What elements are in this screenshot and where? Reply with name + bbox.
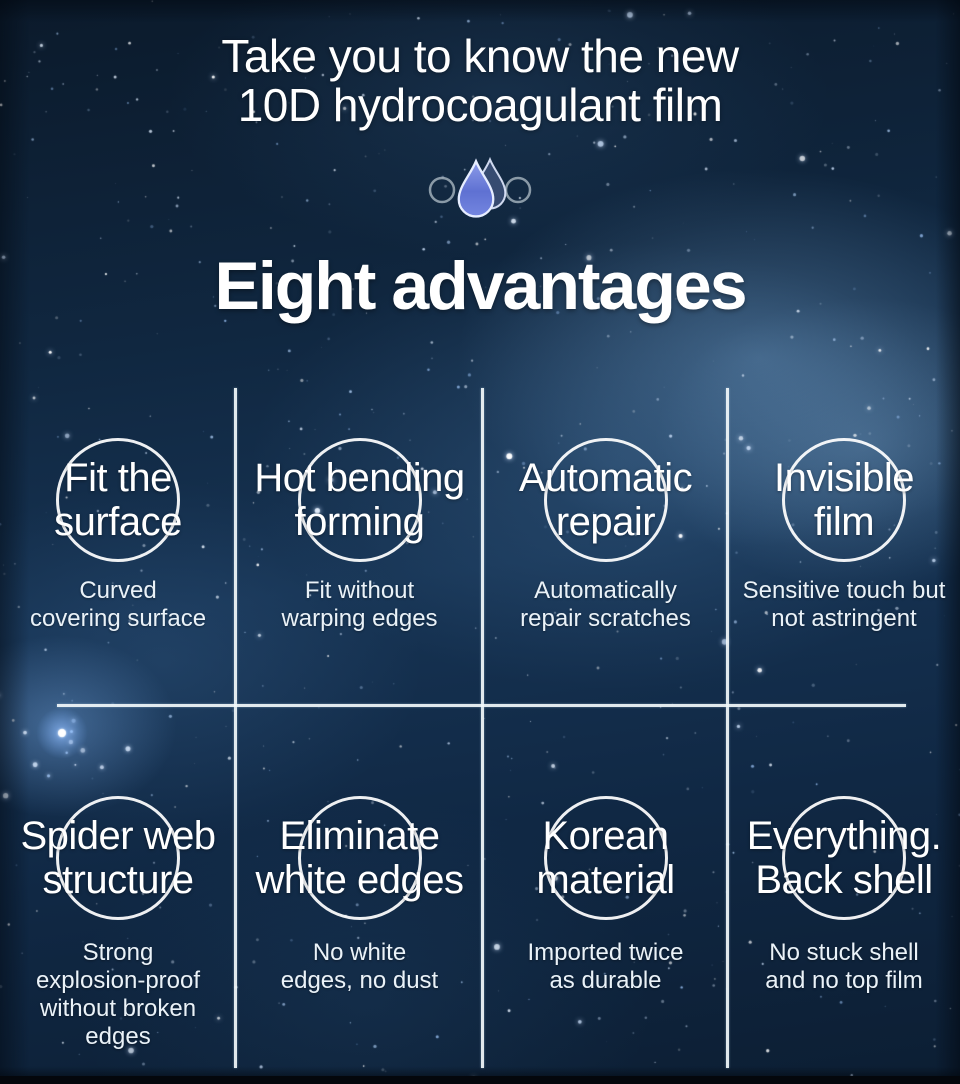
advantage-card-eliminate-white-edges: Eliminate white edges No white edges, no…: [236, 788, 483, 1084]
advantage-description: No stuck shell and no top film: [765, 939, 923, 994]
advantage-title: Invisible film: [773, 456, 915, 544]
section-heading: Eight advantages: [214, 248, 747, 324]
advantage-card-back-shell: Everything. Back shell No stuck shell an…: [728, 788, 960, 1084]
advantage-description: Fit without warping edges: [281, 577, 438, 632]
water-drop-icon: [0, 150, 960, 224]
advantage-card-spider-web: Spider web structure Strong explosion-pr…: [0, 788, 236, 1084]
advantage-description: Curved covering surface: [29, 577, 207, 632]
advantage-description: Sensitive touch but not astringent: [742, 577, 946, 632]
advantage-title: Korean material: [536, 814, 675, 902]
advantage-title: Fit the surface: [54, 456, 182, 544]
advantage-title: Eliminate white edges: [255, 814, 464, 902]
advantage-description: Strong explosion-proof without broken ed…: [35, 939, 201, 1050]
page-title: Take you to know the new 10D hydrocoagul…: [221, 30, 739, 131]
advantage-title: Hot bending forming: [254, 456, 465, 544]
advantage-card-invisible-film: Invisible film Sensitive touch but not a…: [728, 430, 960, 706]
advantage-title: Everything. Back shell: [746, 814, 942, 902]
advantage-description: No white edges, no dust: [280, 939, 439, 994]
advantage-card-hot-bending: Hot bending forming Fit without warping …: [236, 430, 483, 706]
advantage-title: Spider web structure: [20, 814, 216, 902]
advantage-card-automatic-repair: Automatic repair Automatically repair sc…: [483, 430, 728, 706]
advantage-card-fit-the-surface: Fit the surface Curved covering surface: [0, 430, 236, 706]
advantage-title: Automatic repair: [518, 456, 693, 544]
advantage-description: Imported twice as durable: [527, 939, 684, 994]
advantage-card-korean-material: Korean material Imported twice as durabl…: [483, 788, 728, 1084]
advantage-description: Automatically repair scratches: [520, 577, 691, 632]
